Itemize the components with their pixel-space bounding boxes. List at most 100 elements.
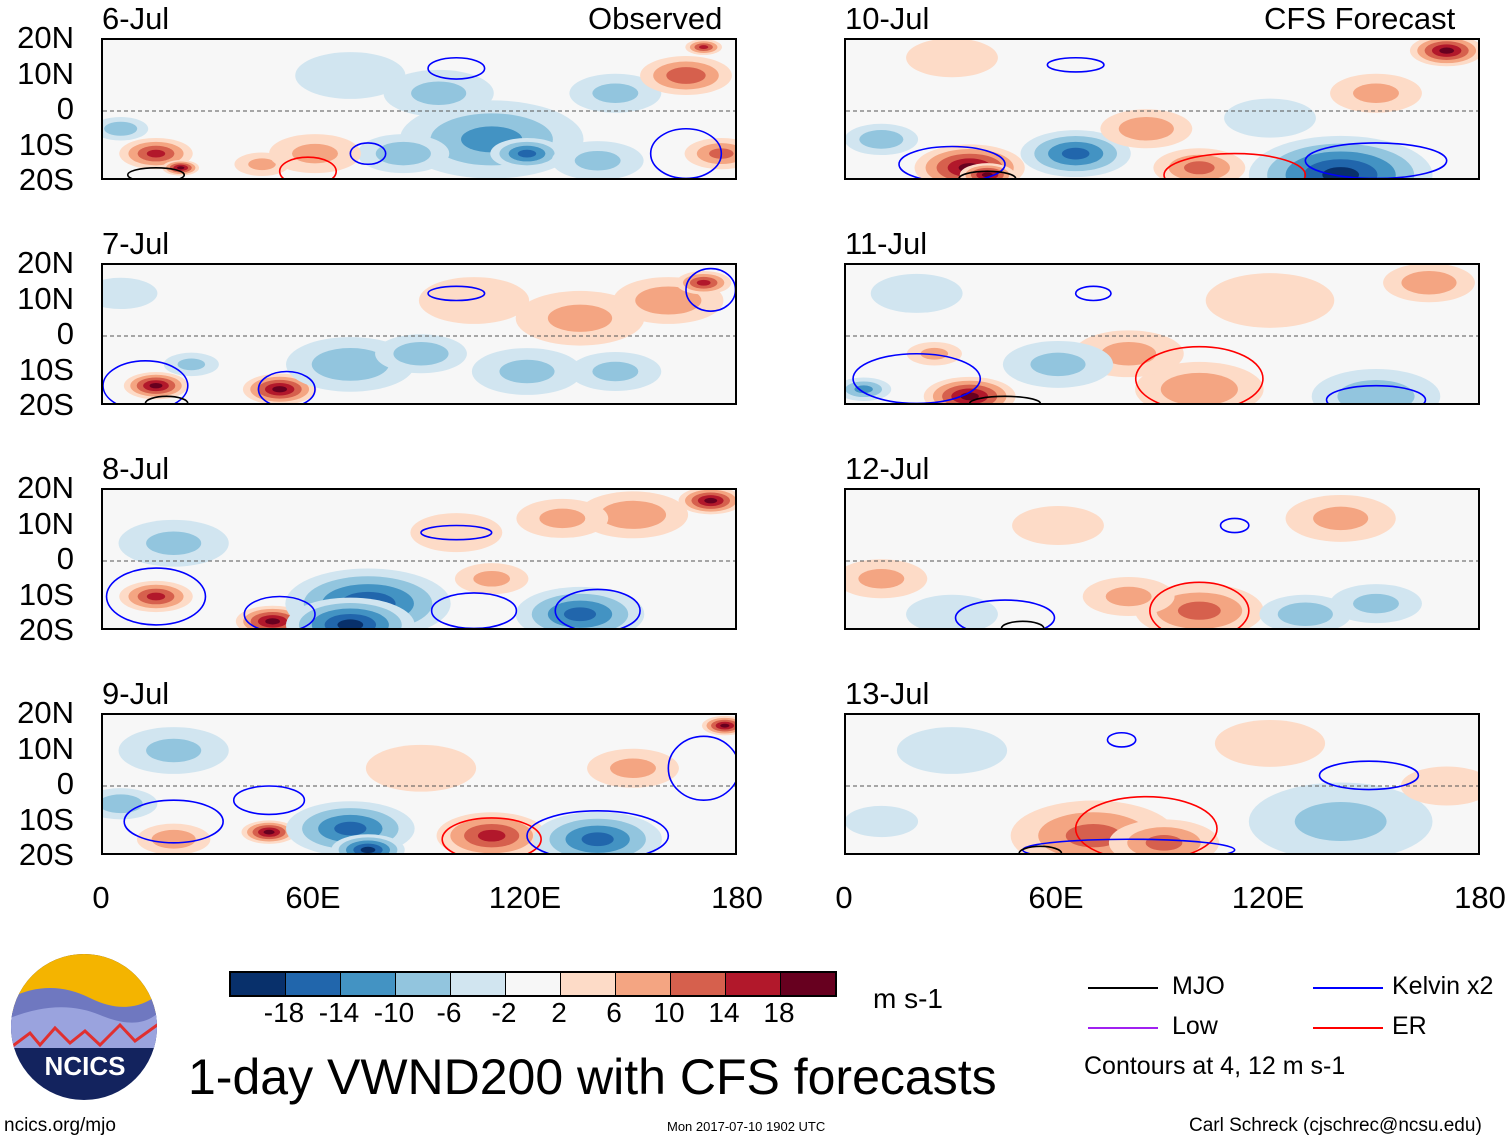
- anomaly-contour-fill: [1277, 602, 1333, 626]
- anomaly-contour-fill: [177, 358, 206, 371]
- anomaly-contour-fill: [1313, 506, 1369, 531]
- mjo-contour: [144, 395, 189, 403]
- kelvin-contour: [103, 360, 189, 403]
- anomaly-contour-fill: [870, 273, 963, 313]
- anomaly-contour-fill: [1353, 83, 1399, 104]
- anomaly-contour-fill: [906, 594, 998, 628]
- anomaly-contour-fill: [1400, 766, 1478, 806]
- lat-tick-label: 10N: [17, 280, 74, 316]
- anomaly-contour-fill: [1214, 719, 1326, 767]
- lat-tick-label: 20S: [18, 162, 74, 197]
- er-contour: [1074, 795, 1218, 853]
- anomaly-contour-fill: [1118, 117, 1174, 141]
- colorbar-swatch: [561, 973, 616, 995]
- map-panel-plot: [846, 719, 1478, 853]
- anomaly-contour-fill: [563, 607, 597, 622]
- colorbar-tick-label: 14: [708, 997, 740, 1028]
- anomaly-contour-fill: [696, 279, 711, 286]
- colorbar-swatch: [506, 973, 561, 995]
- anomaly-contour-fill: [375, 141, 431, 166]
- anomaly-contour-fill: [263, 829, 275, 835]
- colorbar-tick-label: 2: [551, 997, 567, 1028]
- anomaly-contour-fill: [418, 277, 530, 324]
- kelvin-contour: [349, 142, 387, 166]
- map-panel: [844, 713, 1480, 855]
- mjo-legend-label: MJO: [1172, 972, 1225, 1000]
- lat-tick-label: 20S: [18, 612, 74, 647]
- anomaly-contour-fill: [393, 342, 449, 366]
- anomaly-contour-fill: [635, 286, 702, 315]
- map-panel-plot: [846, 40, 1478, 178]
- anomaly-contour-fill: [1294, 801, 1387, 842]
- anomaly-contour-fill: [311, 347, 389, 381]
- anomaly-contour-fill: [547, 304, 613, 332]
- anomaly-contour-fill: [859, 130, 904, 149]
- map-panel-plot: [103, 40, 735, 178]
- kelvin-contour: [1219, 517, 1250, 534]
- map-panel: [844, 263, 1480, 405]
- er-contour: [441, 817, 542, 853]
- anomaly-contour-fill: [846, 805, 919, 838]
- colorbar: [229, 971, 837, 997]
- anomaly-contour-fill: [1065, 823, 1121, 848]
- anomaly-contour-fill: [1061, 147, 1090, 160]
- lon-tick-label: 180: [711, 880, 763, 915]
- kelvin-contour: [667, 735, 735, 801]
- map-panel: [844, 488, 1480, 630]
- anomaly-contour-fill: [411, 81, 467, 105]
- anomaly-contour-fill: [574, 150, 621, 171]
- anomaly-contour-fill: [103, 277, 158, 310]
- anomaly-contour-fill: [248, 158, 276, 171]
- anomaly-contour-fill: [1012, 505, 1104, 546]
- anomaly-contour-fill: [146, 592, 166, 601]
- map-panel: [101, 713, 737, 855]
- anomaly-contour-fill: [410, 513, 503, 553]
- anomaly-contour-fill: [265, 618, 280, 625]
- lat-tick-label: 0: [56, 316, 74, 351]
- panel-date: 9-Jul: [102, 676, 170, 711]
- anomaly-contour-fill: [477, 829, 506, 842]
- kelvin-contour: [1325, 384, 1427, 403]
- colorbar-tick-label: -18: [263, 997, 305, 1028]
- anomaly-contour-fill: [517, 149, 537, 158]
- mjo-contour: [958, 170, 1017, 178]
- colorbar-tick-label: 6: [606, 997, 622, 1028]
- anomaly-contour-fill: [1101, 342, 1157, 366]
- anomaly-contour-fill: [292, 143, 338, 164]
- kelvin-contour: [105, 567, 207, 626]
- anomaly-contour-fill: [1105, 586, 1152, 607]
- anomaly-contour-fill: [1184, 161, 1215, 175]
- anomaly-contour-fill: [1337, 379, 1415, 403]
- kelvin-contour: [898, 145, 1006, 178]
- kelvin-contour: [954, 599, 1056, 628]
- colorbar-tick-label: -6: [436, 997, 462, 1028]
- lat-tick-label: 0: [56, 766, 74, 801]
- anomaly-contour-fill: [1401, 271, 1457, 295]
- map-panel-plot: [103, 267, 735, 403]
- anomaly-contour-fill: [699, 45, 709, 50]
- colorbar-swatch: [396, 973, 451, 995]
- anomaly-contour-fill: [1224, 98, 1316, 138]
- map-panel-plot: [103, 490, 735, 628]
- er-contour: [1134, 345, 1264, 403]
- kelvin-contour: [1318, 760, 1420, 791]
- anomaly-contour-fill: [610, 758, 656, 779]
- anomaly-contour-fill: [337, 619, 364, 628]
- lon-tick-label: 60E: [1028, 880, 1084, 915]
- units-label: m s-1: [873, 983, 943, 1014]
- map-panel: [101, 263, 737, 405]
- anomaly-contour-fill: [272, 386, 288, 393]
- lon-tick-label: 120E: [1231, 880, 1305, 915]
- anomaly-contour-fill: [151, 829, 196, 849]
- low-legend-line: [1088, 1027, 1158, 1029]
- kelvin-contour: [1046, 56, 1105, 73]
- kelvin-contour: [1304, 142, 1448, 178]
- source-url[interactable]: ncics.org/mjo: [4, 1115, 116, 1136]
- anomaly-contour-fill: [1439, 47, 1455, 54]
- anomaly-contour-fill: [858, 568, 905, 589]
- kelvin-contour: [257, 370, 316, 403]
- forecast-label: CFS Forecast: [1264, 1, 1456, 36]
- timestamp: Mon 2017-07-10 1902 UTC: [667, 1119, 826, 1134]
- colorbar-swatch: [451, 973, 506, 995]
- mjo-legend-line: [1088, 987, 1158, 989]
